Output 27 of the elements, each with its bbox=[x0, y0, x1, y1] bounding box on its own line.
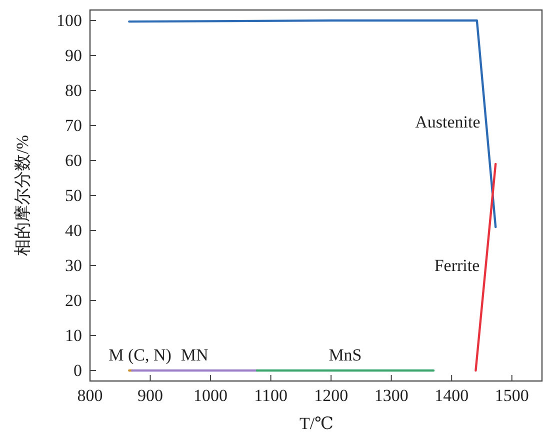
x-tick-label: 800 bbox=[77, 386, 103, 405]
y-axis-title: 相的摩尔分数/% bbox=[13, 135, 32, 256]
y-tick-label: 100 bbox=[56, 11, 82, 30]
x-tick-label: 1300 bbox=[374, 386, 408, 405]
x-tick-label: 900 bbox=[138, 386, 164, 405]
y-tick-label: 20 bbox=[65, 291, 82, 310]
series-label: M (C, N) bbox=[108, 346, 172, 364]
series-label: MnS bbox=[328, 346, 362, 364]
series-label: Ferrite bbox=[434, 256, 480, 276]
y-tick-label: 40 bbox=[65, 221, 82, 240]
y-tick-label: 50 bbox=[65, 186, 82, 205]
line-series bbox=[128, 19, 497, 228]
x-axis-title: T/℃ bbox=[299, 414, 334, 433]
series-label: Austenite bbox=[415, 112, 480, 132]
x-tick-label: 1100 bbox=[254, 386, 288, 405]
y-tick-label: 10 bbox=[65, 326, 82, 345]
x-tick-label: 1200 bbox=[314, 386, 348, 405]
y-tick-label: 70 bbox=[65, 116, 82, 135]
y-tick-label: 0 bbox=[74, 361, 82, 380]
x-tick-label: 1400 bbox=[434, 386, 469, 405]
y-tick-label: 30 bbox=[65, 256, 82, 275]
y-tick-label: 90 bbox=[65, 46, 82, 65]
series-label: MN bbox=[180, 346, 208, 364]
y-tick-label: 60 bbox=[65, 151, 82, 170]
x-tick-label: 1500 bbox=[494, 386, 529, 405]
y-tick-label: 80 bbox=[65, 81, 82, 100]
x-tick-label: 1000 bbox=[194, 386, 228, 405]
